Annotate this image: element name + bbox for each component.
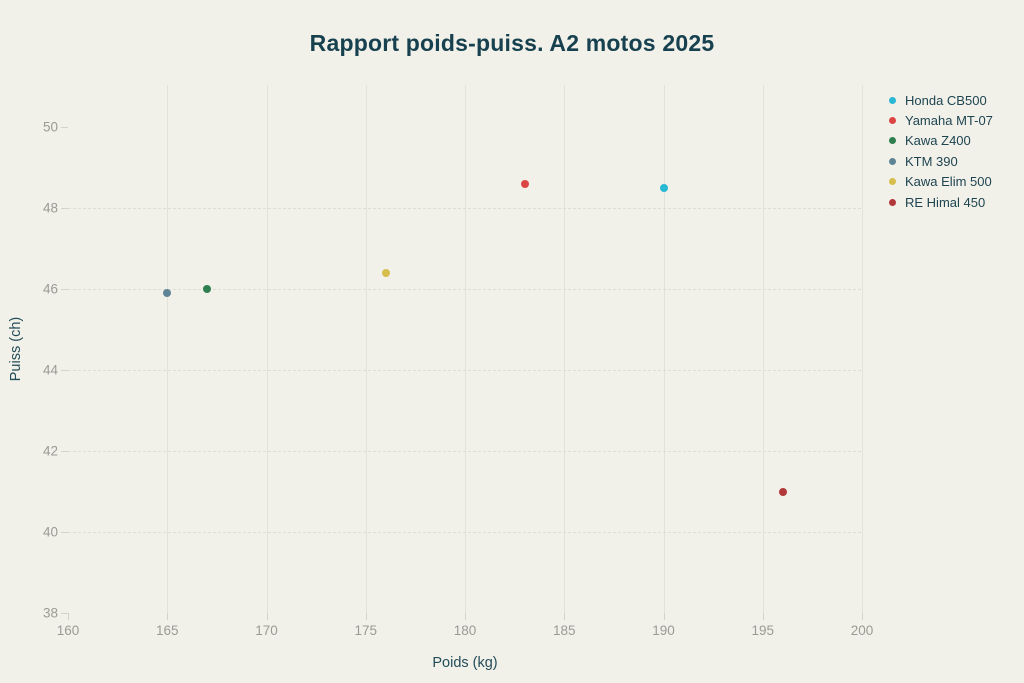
- legend-label: KTM 390: [905, 153, 958, 169]
- y-tick-mark: [61, 289, 68, 291]
- x-gridline: [564, 85, 566, 613]
- y-tick-mark: [61, 127, 68, 129]
- legend-item: Kawa Elim 500: [886, 172, 993, 192]
- x-tick-label: 190: [652, 623, 675, 638]
- x-gridline: [762, 85, 764, 613]
- x-tick-mark: [663, 613, 665, 620]
- x-tick-label: 195: [751, 623, 775, 638]
- x-gridline: [365, 85, 367, 613]
- y-gridline: [68, 532, 862, 534]
- x-tick-label: 180: [453, 623, 477, 638]
- y-gridline: [68, 451, 862, 453]
- legend-marker-icon: [889, 117, 896, 125]
- y-tick-mark: [61, 532, 68, 534]
- legend-marker-icon: [889, 137, 896, 145]
- x-tick-label: 160: [56, 623, 80, 638]
- y-gridline: [68, 370, 862, 372]
- legend-item: Honda CB500: [886, 90, 993, 110]
- legend-label: Kawa Z400: [905, 133, 971, 149]
- x-tick-mark: [68, 613, 69, 620]
- x-tick-mark: [762, 613, 764, 620]
- plot-area: Poids (kg) Puiss (ch) 160 165 170 175 180 185…: [8, 85, 873, 671]
- y-tick-label: 48: [42, 200, 58, 216]
- x-tick-mark: [365, 613, 367, 620]
- x-gridline: [862, 85, 863, 613]
- legend-label: RE Himal 450: [905, 194, 986, 210]
- legend-item: KTM 390: [886, 151, 993, 171]
- y-gridline: [68, 208, 862, 210]
- data-point: [202, 285, 211, 294]
- legend-marker-icon: [889, 178, 896, 186]
- x-tick-mark: [266, 613, 268, 620]
- data-point: [163, 289, 172, 298]
- data-point: [520, 180, 529, 189]
- legend-marker-icon: [889, 96, 896, 104]
- y-tick-label: 46: [42, 281, 58, 297]
- legend-item: Kawa Z400: [886, 131, 993, 151]
- legend-label: Yamaha MT-07: [905, 113, 993, 129]
- x-gridline: [465, 85, 466, 613]
- x-gridline: [663, 85, 665, 613]
- y-tick-label: 40: [42, 524, 58, 540]
- x-tick-mark: [465, 613, 466, 620]
- y-tick-label: 38: [42, 605, 58, 621]
- x-tick-label: 165: [155, 623, 179, 638]
- chart-title: Rapport poids-puiss. A2 motos 2025: [309, 30, 715, 56]
- data-point: [659, 184, 668, 193]
- x-tick-label: 185: [552, 623, 576, 638]
- data-point: [778, 487, 787, 496]
- legend-marker-icon: [889, 198, 896, 206]
- legend-label: Honda CB500: [905, 92, 987, 108]
- y-tick-label: 50: [42, 119, 58, 135]
- y-tick-mark: [61, 451, 68, 453]
- y-tick-label: 44: [42, 362, 58, 378]
- x-tick-mark: [862, 613, 863, 620]
- data-point: [381, 269, 390, 278]
- legend-item: Yamaha MT-07: [886, 110, 993, 130]
- y-tick-label: 42: [42, 443, 58, 459]
- x-gridline: [167, 85, 169, 613]
- x-axis-title: Poids (kg): [432, 655, 498, 671]
- y-gridline: [68, 289, 862, 291]
- x-tick-mark: [167, 613, 169, 620]
- legend-item: RE Himal 450: [886, 192, 993, 212]
- y-tick-mark: [61, 370, 68, 372]
- y-tick-mark: [61, 613, 68, 614]
- x-tick-label: 175: [354, 623, 378, 638]
- legend-label: Kawa Elim 500: [905, 174, 992, 190]
- legend-marker-icon: [889, 157, 896, 165]
- y-tick-mark: [61, 208, 68, 210]
- legend: Honda CB500 Yamaha MT-07 Kawa Z400 KTM 390 K…: [886, 90, 993, 212]
- x-tick-mark: [564, 613, 566, 620]
- y-axis-title: Puiss (ch): [8, 316, 24, 382]
- x-tick-label: 200: [850, 623, 874, 638]
- x-gridline: [266, 85, 268, 613]
- x-tick-label: 170: [255, 623, 278, 638]
